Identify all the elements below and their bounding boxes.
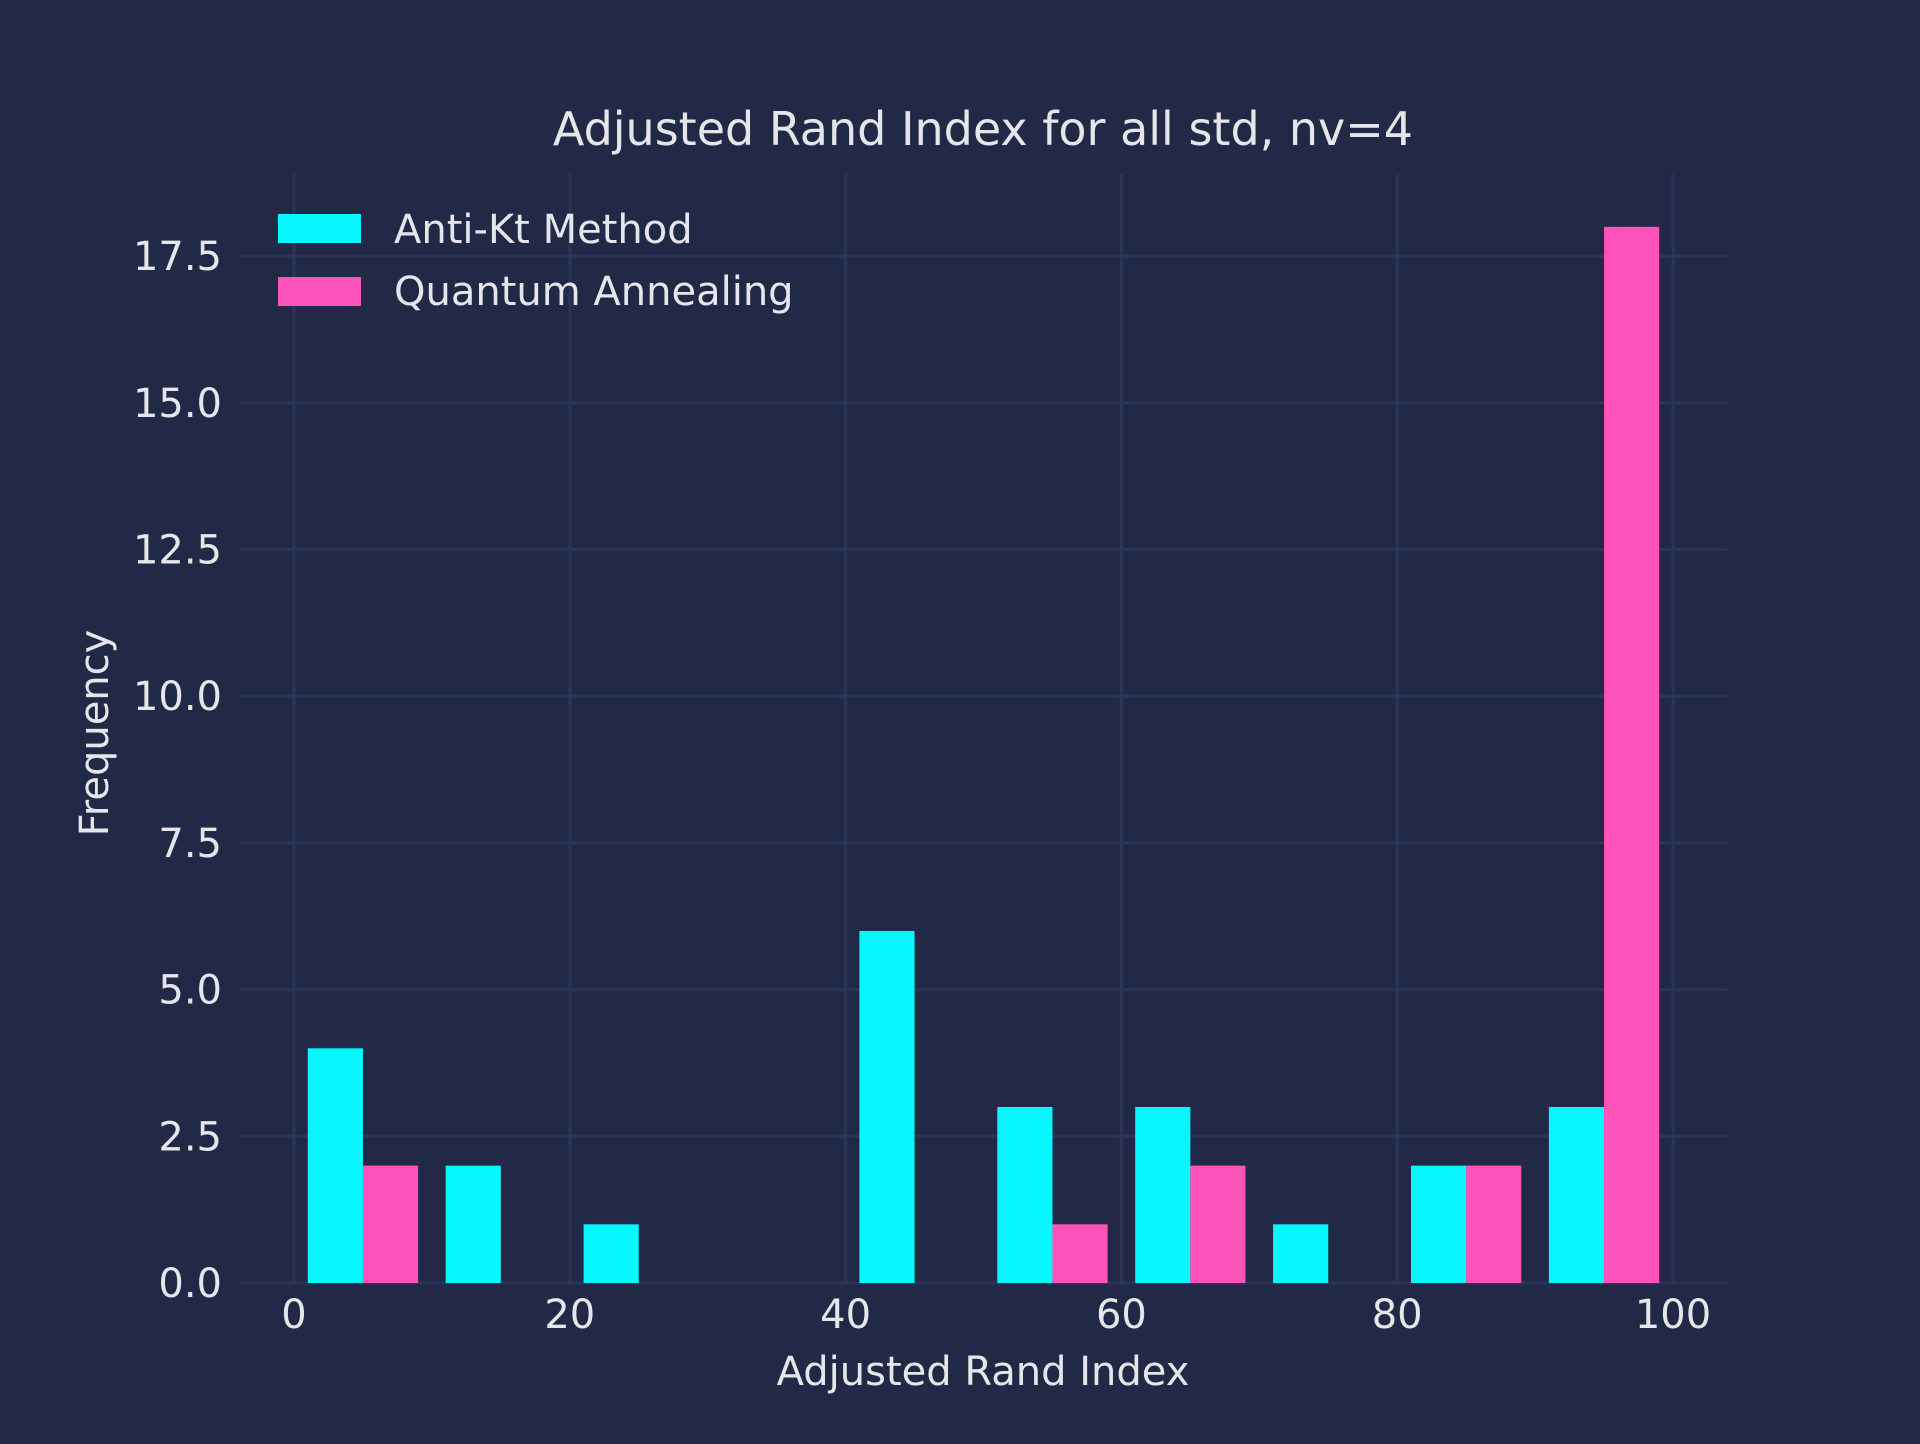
legend-item-anti-kt[interactable]: Anti-Kt Method <box>278 207 693 253</box>
bar-quantum-annealing-bin-9[interactable] <box>1604 226 1660 1283</box>
x-axis-label: Adjusted Rand Index <box>777 1349 1190 1395</box>
x-tick-label: 100 <box>1635 1292 1711 1338</box>
bar-quantum-annealing-bin-8[interactable] <box>1466 1165 1522 1283</box>
legend-label-quantum-annealing: Quantum Annealing <box>394 269 794 315</box>
bar-quantum-annealing-bin-5[interactable] <box>1052 1224 1108 1283</box>
x-tick-label: 80 <box>1372 1292 1423 1338</box>
y-tick-label: 15.0 <box>133 381 222 427</box>
y-axis-label: Frequency <box>72 630 118 837</box>
x-tick-label: 20 <box>544 1292 595 1338</box>
grid-layer <box>240 174 1727 1285</box>
x-tick-label: 0 <box>281 1292 306 1338</box>
bar-anti-kt-method-bin-0[interactable] <box>307 1048 363 1283</box>
bar-anti-kt-method-bin-5[interactable] <box>997 1106 1053 1283</box>
y-tick-label: 7.5 <box>158 821 222 867</box>
bar-quantum-annealing-bin-0[interactable] <box>362 1165 419 1283</box>
legend-swatch-anti-kt <box>278 214 361 243</box>
bar-quantum-annealing-bin-6[interactable] <box>1190 1165 1246 1283</box>
bar-anti-kt-method-bin-8[interactable] <box>1410 1165 1467 1283</box>
y-tick-label: 10.0 <box>133 674 222 720</box>
y-tick-label: 0.0 <box>158 1261 222 1307</box>
y-tick-label: 2.5 <box>158 1114 222 1160</box>
tick-labels: 0.0 2.5 5.0 7.5 10.0 12.5 15.0 17.5 0 20 40 60 80 100 <box>133 234 1711 1338</box>
x-tick-label: 40 <box>820 1292 871 1338</box>
x-tick-label: 60 <box>1096 1292 1147 1338</box>
bars-layer <box>307 226 1660 1283</box>
y-tick-label: 12.5 <box>133 528 222 574</box>
legend-item-quantum-annealing[interactable]: Quantum Annealing <box>278 269 794 315</box>
bar-anti-kt-method-bin-1[interactable] <box>445 1165 501 1283</box>
y-tick-label: 5.0 <box>158 968 222 1014</box>
chart-title: Adjusted Rand Index for all std, nv=4 <box>553 102 1413 156</box>
bar-anti-kt-method-bin-4[interactable] <box>859 930 915 1283</box>
legend-label-anti-kt: Anti-Kt Method <box>394 207 693 253</box>
bar-anti-kt-method-bin-7[interactable] <box>1273 1224 1329 1283</box>
legend[interactable]: Anti-Kt Method Quantum Annealing <box>278 207 794 315</box>
bar-anti-kt-method-bin-6[interactable] <box>1135 1106 1191 1283</box>
bar-anti-kt-method-bin-9[interactable] <box>1548 1106 1605 1283</box>
bar-anti-kt-method-bin-2[interactable] <box>583 1224 639 1283</box>
y-tick-label: 17.5 <box>133 234 222 280</box>
legend-swatch-quantum-annealing <box>278 277 361 306</box>
